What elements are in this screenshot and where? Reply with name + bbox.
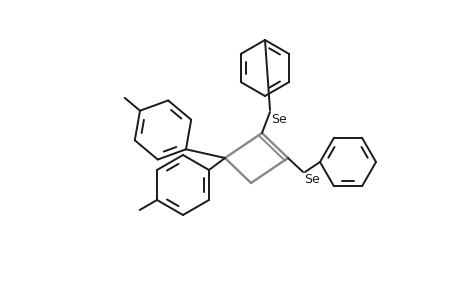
Text: Se: Se	[303, 173, 319, 186]
Text: Se: Se	[270, 113, 286, 126]
